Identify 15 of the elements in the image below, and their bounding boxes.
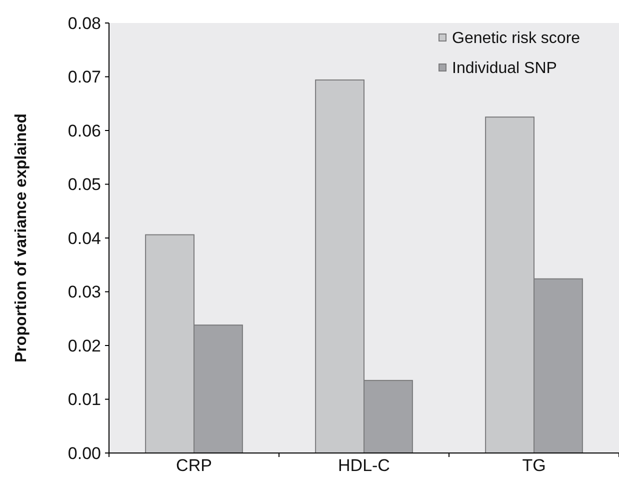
legend-label: Individual SNP xyxy=(452,60,557,77)
y-tick-label: 0.05 xyxy=(68,175,101,194)
y-tick-label: 0.03 xyxy=(68,282,101,302)
y-tick-label: 0.02 xyxy=(68,336,101,356)
y-tick-label: 0.07 xyxy=(68,68,101,87)
y-axis-title: Proportion of variance explained xyxy=(13,114,30,362)
x-tick-label: CRP xyxy=(176,456,212,475)
y-tick-label: 0.08 xyxy=(68,14,101,33)
legend-label: Genetic risk score xyxy=(452,30,580,47)
y-tick-label: 0.00 xyxy=(68,444,101,463)
y-tick-label: 0.06 xyxy=(68,121,101,140)
y-tick-label: 0.01 xyxy=(68,390,101,410)
y-tick-label: 0.04 xyxy=(68,228,101,248)
x-tick-label: TG xyxy=(522,456,546,475)
x-tick-label: HDL-C xyxy=(338,456,390,475)
